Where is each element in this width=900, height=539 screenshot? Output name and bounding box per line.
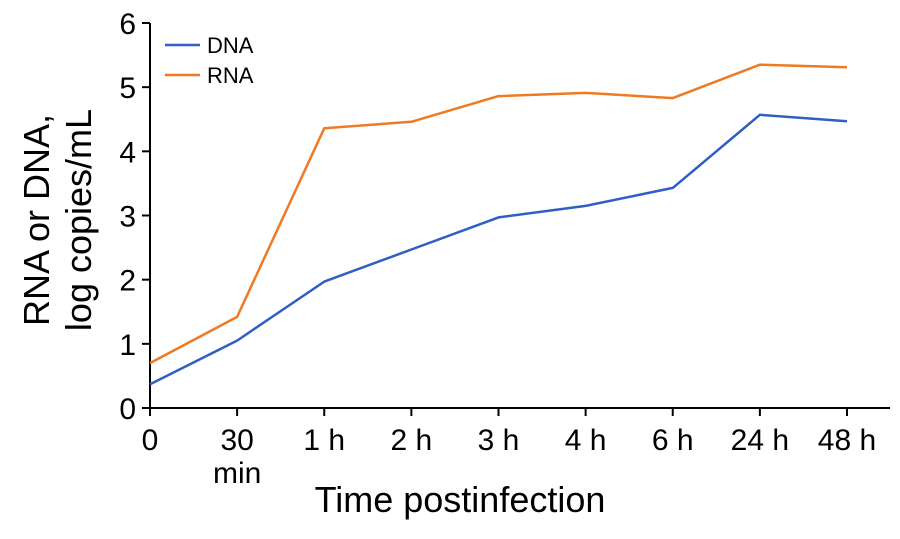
x-tick-label: min (213, 457, 261, 490)
x-tick-label: 3 h (478, 424, 520, 457)
legend-label-dna: DNA (207, 33, 254, 58)
series-line-dna (149, 113, 848, 386)
y-tick-label: 0 (119, 393, 136, 426)
y-tick-label: 3 (119, 201, 136, 234)
series-lines (149, 63, 848, 386)
x-tick-label: 30 (220, 424, 253, 457)
x-tick-label: 24 h (731, 424, 789, 457)
y-tick-label: 1 (119, 329, 136, 362)
x-axis-title: Time postinfection (315, 479, 606, 520)
y-axis-title-line1: RNA or DNA, (16, 114, 57, 326)
legend-label-rna: RNA (207, 63, 254, 88)
x-tick-label: 1 h (303, 424, 345, 457)
x-tick-label: 48 h (818, 424, 876, 457)
x-tick-label: 6 h (652, 424, 694, 457)
y-axis-title-line2: log copies/mL (58, 109, 99, 331)
y-tick-label: 2 (119, 265, 136, 298)
y-axis-ticks: 0 1 2 3 4 5 6 (119, 8, 150, 426)
x-tick-label: 0 (142, 424, 159, 457)
y-tick-label: 6 (119, 8, 136, 41)
x-tick-label: 4 h (565, 424, 607, 457)
series-line-rna (149, 63, 848, 365)
x-tick-label: 2 h (391, 424, 433, 457)
y-tick-label: 4 (119, 136, 136, 169)
legend: DNA RNA (165, 33, 254, 88)
y-tick-label: 5 (119, 72, 136, 105)
y-axis-title: RNA or DNA, log copies/mL (16, 109, 99, 331)
